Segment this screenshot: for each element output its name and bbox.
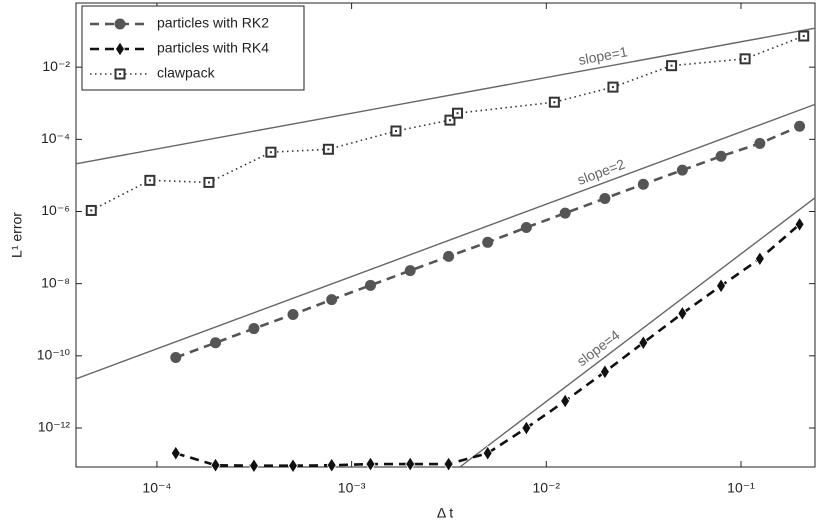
y-tick-label: 10⁻¹⁰ xyxy=(37,347,71,363)
marker xyxy=(390,125,402,137)
marker xyxy=(322,143,334,155)
plot-frame xyxy=(75,2,816,468)
marker-dot xyxy=(327,148,330,151)
marker-dot xyxy=(611,86,614,89)
marker xyxy=(559,207,571,219)
marker xyxy=(754,137,766,149)
marker-dot xyxy=(802,35,805,38)
reference-line xyxy=(75,103,816,380)
x-tick-label: 10⁻² xyxy=(532,480,560,496)
marker xyxy=(444,114,456,126)
marker xyxy=(203,176,215,188)
series-line xyxy=(175,223,801,468)
reference-line xyxy=(459,197,816,468)
marker-dot xyxy=(456,112,459,115)
marker-dot xyxy=(553,101,556,104)
legend-label: particles with RK2 xyxy=(157,15,269,31)
marker xyxy=(798,30,810,42)
x-tick-label: 10⁻³ xyxy=(338,480,366,496)
reference-label: slope=2 xyxy=(575,156,627,188)
x-tick-label: 10⁻⁴ xyxy=(142,480,171,496)
marker xyxy=(754,251,765,267)
marker xyxy=(482,445,493,461)
marker xyxy=(677,305,688,322)
y-tick-label: 10⁻² xyxy=(42,58,70,74)
marker xyxy=(170,351,182,363)
marker xyxy=(548,96,560,108)
marker xyxy=(637,178,649,190)
marker xyxy=(287,308,299,320)
marker xyxy=(560,393,571,409)
marker xyxy=(739,53,751,65)
marker xyxy=(210,457,221,473)
marker xyxy=(716,278,727,294)
marker xyxy=(676,164,688,176)
marker xyxy=(326,294,338,306)
marker-dot xyxy=(207,181,210,184)
marker xyxy=(326,457,337,473)
marker-dot xyxy=(670,64,673,67)
marker xyxy=(599,364,610,380)
marker xyxy=(365,456,376,472)
marker xyxy=(404,265,416,277)
marker xyxy=(248,457,259,474)
marker xyxy=(521,420,532,436)
legend-marker xyxy=(114,18,126,30)
y-axis-label: L¹ error xyxy=(9,212,25,258)
marker xyxy=(794,216,805,233)
legend-label: particles with RK4 xyxy=(157,40,269,56)
x-tick-label: 10⁻¹ xyxy=(727,480,755,496)
marker xyxy=(715,150,727,162)
y-tick-label: 10⁻⁶ xyxy=(41,202,70,218)
marker-dot xyxy=(148,179,151,182)
marker-dot xyxy=(448,119,451,122)
marker-dot xyxy=(90,209,93,212)
marker-dot xyxy=(744,57,747,60)
marker xyxy=(666,60,678,72)
marker xyxy=(482,236,494,248)
marker xyxy=(170,445,181,461)
marker xyxy=(248,323,260,335)
marker xyxy=(265,146,277,158)
marker xyxy=(794,120,806,132)
marker xyxy=(520,222,532,234)
marker-dot xyxy=(119,73,121,75)
marker xyxy=(443,456,454,472)
marker xyxy=(607,81,619,93)
y-tick-label: 10⁻⁴ xyxy=(41,130,70,146)
legend-marker xyxy=(114,68,126,80)
marker-dot xyxy=(394,130,397,133)
marker xyxy=(85,204,97,216)
marker xyxy=(144,174,156,186)
legend: particles with RK2 particles with RK4 claw… xyxy=(81,5,305,91)
marker xyxy=(638,335,649,351)
reference-line xyxy=(75,27,816,165)
marker xyxy=(288,457,298,474)
marker-dot xyxy=(269,151,272,154)
legend-marker xyxy=(115,41,125,57)
marker xyxy=(443,250,455,262)
x-axis-label: Δ t xyxy=(437,505,453,521)
y-tick-label: 10⁻¹² xyxy=(38,419,71,435)
y-tick-label: 10⁻⁸ xyxy=(41,274,70,290)
marker xyxy=(364,279,376,291)
legend-label: clawpack xyxy=(157,65,216,81)
marker xyxy=(210,337,222,349)
marker xyxy=(599,192,611,204)
marker xyxy=(452,107,464,119)
marker xyxy=(405,456,416,472)
